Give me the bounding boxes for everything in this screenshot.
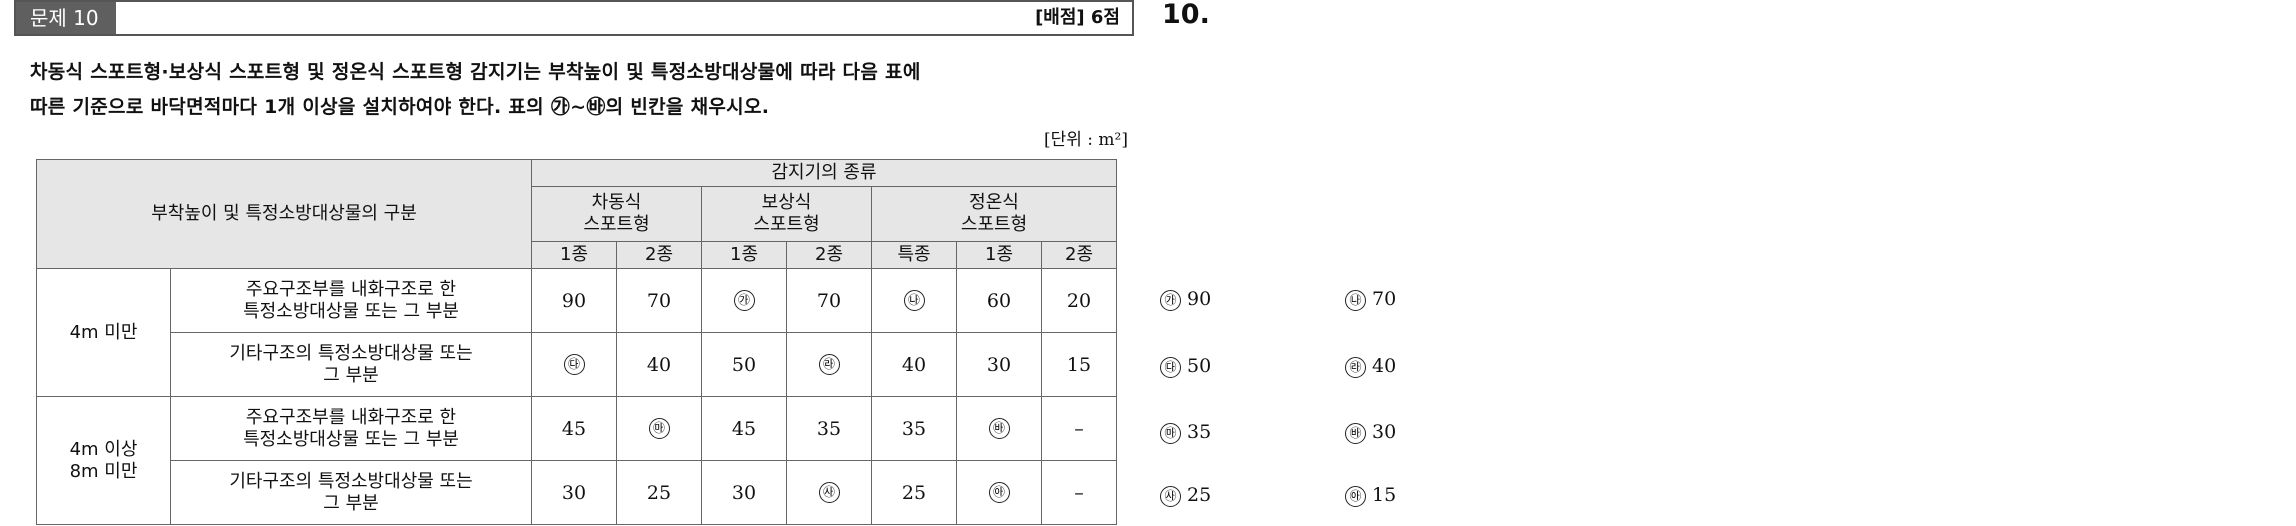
structure-cell: 주요구조부를 내화구조로 한 특정소방대상물 또는 그 부분	[169, 268, 533, 333]
class-header: 1종	[531, 241, 618, 269]
blank-cell: ㉵	[956, 460, 1043, 525]
answer-item: ㉴ 25	[1160, 484, 1211, 507]
unit-label: [단위 : m²]	[1043, 130, 1128, 150]
structure-cell: 기타구조의 특정소방대상물 또는 그 부분	[169, 460, 533, 525]
answer-value: 40	[1372, 355, 1397, 377]
class-header: 1종	[701, 241, 788, 269]
value-cell: 30	[531, 460, 618, 525]
answer-item: ㉳ 30	[1345, 421, 1396, 444]
value-cell: –	[1041, 460, 1118, 525]
answer-value: 30	[1372, 421, 1397, 443]
circled-mark: ㉯	[903, 290, 925, 311]
answer-number: 10.	[1162, 0, 1210, 30]
value-cell: –	[1041, 396, 1118, 461]
answer-item: ㉮ 90	[1160, 288, 1211, 311]
circled-mark: ㉲	[1160, 422, 1181, 444]
compensating-header: 보상식 스포트형	[701, 186, 873, 242]
answer-item: ㉯ 70	[1345, 288, 1396, 311]
table-row: 기타구조의 특정소방대상물 또는 그 부분 30 25 30 ㉴ 25 ㉵ –	[37, 460, 1118, 525]
circled-mark: ㉮	[1160, 289, 1181, 311]
circled-mark: ㉳	[988, 418, 1010, 439]
question-line-2: 따른 기준으로 바닥면적마다 1개 이상을 설치하여야 한다. 표의 ㉮~㉳의 …	[30, 96, 770, 118]
kinds-header: 감지기의 종류	[531, 159, 1118, 187]
differential-header: 차동식 스포트형	[531, 186, 703, 242]
answer-value: 25	[1187, 484, 1212, 506]
height-cell: 4m 미만	[36, 268, 171, 397]
circled-mark: ㉮	[733, 290, 755, 311]
blank-cell: ㉯	[871, 268, 958, 333]
circled-mark: ㉰	[563, 354, 585, 375]
fixed-temp-header: 정온식 스포트형	[871, 186, 1118, 242]
blank-cell: ㉲	[616, 396, 703, 461]
class-header: 2종	[1041, 241, 1118, 269]
answer-item: ㉲ 35	[1160, 421, 1211, 444]
value-cell: 70	[786, 268, 873, 333]
value-cell: 45	[701, 396, 788, 461]
answer-item: ㉱ 40	[1345, 355, 1396, 378]
circled-mark: ㉴	[818, 482, 840, 503]
circled-mark: ㉵	[1345, 485, 1366, 507]
problem-label: 문제 10	[16, 2, 116, 34]
answer-value: 15	[1372, 484, 1397, 506]
value-cell: 25	[616, 460, 703, 525]
answer-value: 50	[1187, 355, 1212, 377]
blank-cell: ㉱	[786, 332, 873, 397]
score-label: [배점] 6점	[1035, 7, 1120, 28]
circled-mark: ㉲	[648, 418, 670, 439]
structure-cell: 기타구조의 특정소방대상물 또는 그 부분	[169, 332, 533, 397]
answer-item: ㉰ 50	[1160, 355, 1211, 378]
value-cell: 25	[871, 460, 958, 525]
blank-cell: ㉴	[786, 460, 873, 525]
value-cell: 70	[616, 268, 703, 333]
height-cell: 4m 이상 8m 미만	[36, 396, 171, 525]
value-cell: 35	[786, 396, 873, 461]
class-header: 특종	[871, 241, 958, 269]
blank-cell: ㉰	[531, 332, 618, 397]
value-cell: 60	[956, 268, 1043, 333]
circled-mark: ㉵	[988, 482, 1010, 503]
circled-mark: ㉱	[1345, 356, 1366, 378]
circled-mark: ㉴	[1160, 485, 1181, 507]
class-header: 2종	[786, 241, 873, 269]
blank-cell: ㉮	[701, 268, 788, 333]
value-cell: 35	[871, 396, 958, 461]
problem-header: 문제 10 [배점] 6점	[14, 0, 1134, 36]
table-row: 기타구조의 특정소방대상물 또는 그 부분 ㉰ 40 50 ㉱ 40 30 15	[37, 332, 1118, 397]
answer-value: 35	[1187, 421, 1212, 443]
class-header: 1종	[956, 241, 1043, 269]
value-cell: 40	[871, 332, 958, 397]
question-text: 차동식 스포트형·보상식 스포트형 및 정온식 스포트형 감지기는 부착높이 및…	[30, 55, 1140, 125]
blank-cell: ㉳	[956, 396, 1043, 461]
question-line-1: 차동식 스포트형·보상식 스포트형 및 정온식 스포트형 감지기는 부착높이 및…	[30, 61, 921, 83]
value-cell: 20	[1041, 268, 1118, 333]
circled-mark: ㉳	[1345, 422, 1366, 444]
table-row: 4m 이상 8m 미만 주요구조부를 내화구조로 한 특정소방대상물 또는 그 …	[36, 396, 1118, 525]
class-header: 2종	[616, 241, 703, 269]
table-row: 4m 미만 주요구조부를 내화구조로 한 특정소방대상물 또는 그 부분 90 …	[36, 268, 1118, 397]
value-cell: 45	[531, 396, 618, 461]
value-cell: 40	[616, 332, 703, 397]
category-header: 부착높이 및 특정소방대상물의 구분	[35, 159, 533, 269]
answer-value: 90	[1187, 288, 1212, 310]
value-cell: 90	[531, 268, 618, 333]
circled-mark: ㉱	[818, 354, 840, 375]
detector-table: 부착높이 및 특정소방대상물의 구분 감지기의 종류 차동식 스포트형 보상식 …	[35, 159, 1118, 525]
value-cell: 15	[1041, 332, 1118, 397]
value-cell: 30	[701, 460, 788, 525]
structure-cell: 주요구조부를 내화구조로 한 특정소방대상물 또는 그 부분	[169, 396, 533, 461]
answer-value: 70	[1372, 288, 1397, 310]
value-cell: 50	[701, 332, 788, 397]
value-cell: 30	[956, 332, 1043, 397]
circled-mark: ㉰	[1160, 356, 1181, 378]
answer-item: ㉵ 15	[1345, 484, 1396, 507]
circled-mark: ㉯	[1345, 289, 1366, 311]
